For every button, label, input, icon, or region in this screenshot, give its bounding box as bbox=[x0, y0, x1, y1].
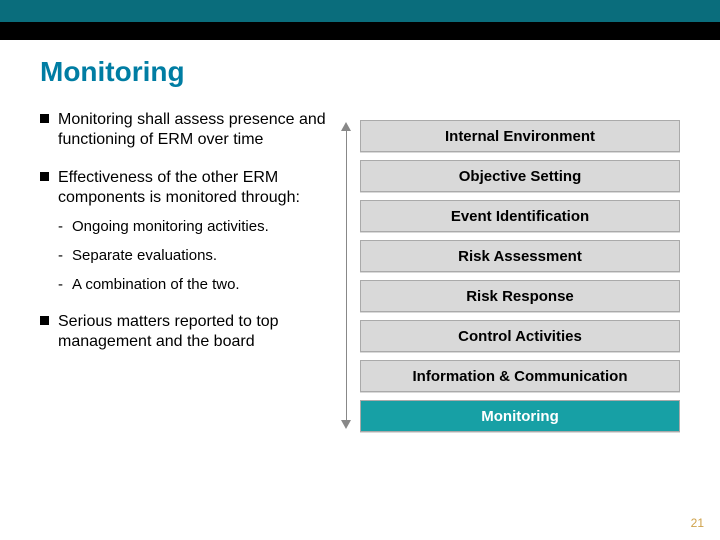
double-arrow bbox=[337, 120, 357, 430]
top-black-bar bbox=[0, 22, 720, 40]
erm-layer-highlight: Monitoring bbox=[360, 400, 680, 432]
sub-item: A combination of the two. bbox=[58, 276, 335, 295]
slide: Monitoring Monitoring shall assess prese… bbox=[0, 0, 720, 540]
bullet-item: Serious matters reported to top manageme… bbox=[40, 312, 335, 352]
layer-label: Objective Setting bbox=[459, 168, 582, 185]
arrow-line bbox=[346, 130, 347, 420]
right-column: Internal Environment Objective Setting E… bbox=[360, 120, 680, 440]
bullet-item: Monitoring shall assess presence and fun… bbox=[40, 110, 335, 150]
erm-layer: Information & Communication bbox=[360, 360, 680, 392]
sub-item: Ongoing monitoring activities. bbox=[58, 218, 335, 237]
layer-label: Risk Assessment bbox=[458, 248, 582, 265]
layer-label: Monitoring bbox=[481, 408, 558, 425]
layer-label: Control Activities bbox=[458, 328, 582, 345]
sub-list: Ongoing monitoring activities. Separate … bbox=[58, 218, 335, 294]
erm-layer: Risk Response bbox=[360, 280, 680, 312]
sub-item: Separate evaluations. bbox=[58, 247, 335, 266]
erm-layer: Objective Setting bbox=[360, 160, 680, 192]
slide-title: Monitoring bbox=[40, 56, 185, 88]
page-number: 21 bbox=[691, 516, 704, 530]
top-color-bar bbox=[0, 0, 720, 22]
erm-layer: Risk Assessment bbox=[360, 240, 680, 272]
bullet-text: Effectiveness of the other ERM component… bbox=[58, 169, 300, 206]
bullet-list: Monitoring shall assess presence and fun… bbox=[40, 110, 335, 352]
bullet-text: Serious matters reported to top manageme… bbox=[58, 313, 279, 350]
layer-label: Internal Environment bbox=[445, 128, 595, 145]
erm-layer: Event Identification bbox=[360, 200, 680, 232]
bullet-item: Effectiveness of the other ERM component… bbox=[40, 168, 335, 294]
layer-label: Event Identification bbox=[451, 208, 589, 225]
erm-layer: Internal Environment bbox=[360, 120, 680, 152]
left-column: Monitoring shall assess presence and fun… bbox=[40, 110, 335, 370]
arrow-down-icon bbox=[341, 420, 351, 429]
content-area: Monitoring shall assess presence and fun… bbox=[40, 110, 680, 510]
layer-label: Risk Response bbox=[466, 288, 574, 305]
erm-layer: Control Activities bbox=[360, 320, 680, 352]
bullet-text: Monitoring shall assess presence and fun… bbox=[58, 111, 326, 148]
layer-label: Information & Communication bbox=[413, 368, 628, 385]
